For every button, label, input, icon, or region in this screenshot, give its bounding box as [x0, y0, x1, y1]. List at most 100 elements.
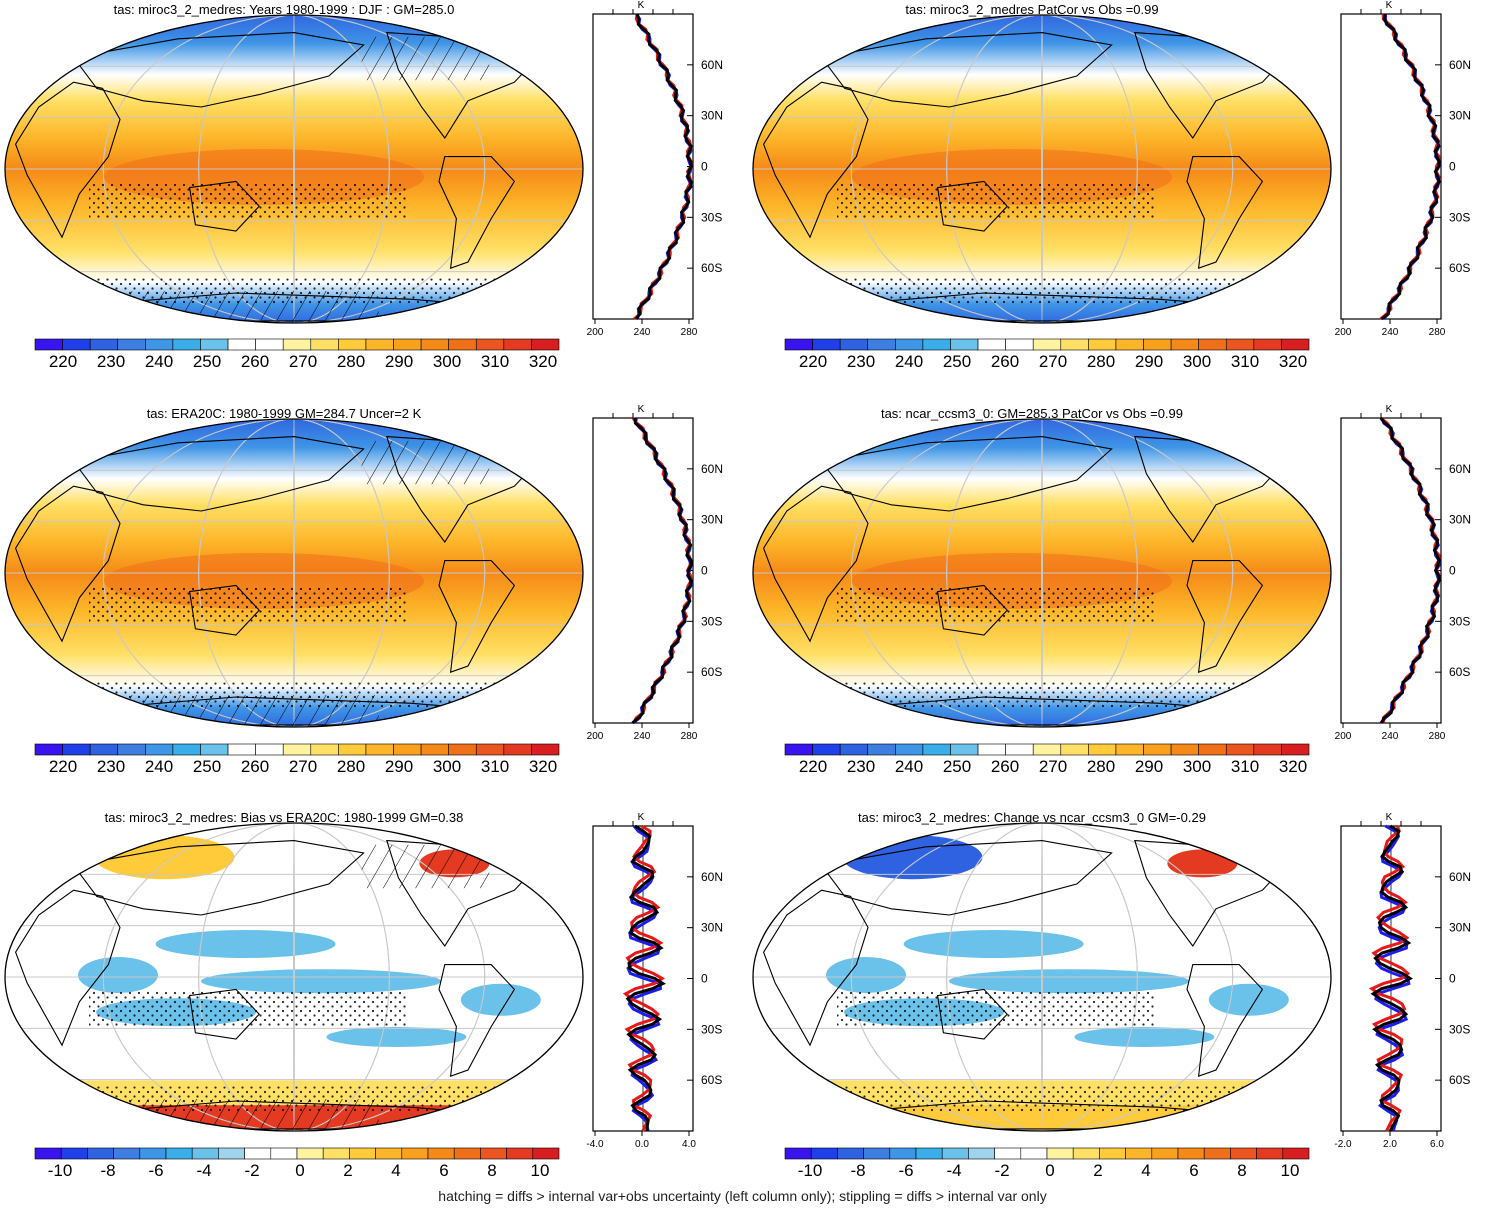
colorbar — [784, 338, 1310, 351]
world-map — [4, 14, 584, 324]
colorbar-tick-label: 270 — [288, 352, 318, 371]
profile-lat-tick: 60N — [701, 462, 723, 476]
profile-lat-tick: 60S — [701, 261, 722, 275]
panel-title: tas: ncar_ccsm3_0: GM=285.3 PatCor vs Ob… — [880, 406, 1184, 421]
profile-x-tick: 200 — [1335, 327, 1352, 338]
profile-lat-tick: 60N — [1449, 462, 1471, 476]
colorbar-tick-label: 260 — [240, 757, 270, 776]
zonal-mean-profile: K 60N 30N 0 30S 60S -4.0 0.0 4.0 — [586, 812, 723, 1150]
profile-lat-tick: 30N — [1449, 921, 1471, 935]
profile-x-tick: 240 — [634, 327, 651, 338]
colorbar-tick-label: 8 — [1237, 1161, 1247, 1180]
colorbar-tick-label: 320 — [528, 757, 558, 776]
profile-x-tick: 280 — [1429, 731, 1446, 742]
colorbar-tick-label: -10 — [47, 1161, 73, 1180]
profile-lat-tick: 30N — [701, 921, 723, 935]
colorbar-tick-label: 240 — [894, 757, 924, 776]
colorbar — [784, 1147, 1310, 1160]
colorbar-tick-label: -2 — [994, 1161, 1010, 1180]
zonal-mean-profile: K 60N 30N 0 30S 60S 200 240 280 — [587, 404, 723, 742]
colorbar-tick-label: 300 — [1182, 757, 1212, 776]
profile-lat-tick: 0 — [701, 160, 708, 174]
colorbar-tick-label: 10 — [530, 1161, 550, 1180]
profile-x-tick: 240 — [1382, 327, 1399, 338]
colorbar-tick-label: 230 — [96, 352, 126, 371]
profile-line-red — [633, 13, 693, 321]
world-map — [752, 14, 1332, 324]
colorbar-tick-label: 230 — [846, 352, 876, 371]
colorbar-tick-label: 280 — [1086, 757, 1116, 776]
profile-line-blue — [635, 13, 693, 320]
zonal-mean-profile: K 60N 30N 0 30S 60S 200 240 280 — [1335, 0, 1471, 338]
colorbar-tick-label: 310 — [1230, 352, 1260, 371]
colorbar-tick-label: -8 — [850, 1161, 866, 1180]
profile-lat-tick: 30N — [701, 513, 723, 527]
world-map — [4, 418, 584, 728]
profile-line-red — [622, 824, 666, 1132]
colorbar-tick-label: 290 — [1134, 757, 1164, 776]
profile-unit-label: K — [638, 812, 645, 823]
colorbar-tick-label: 250 — [942, 757, 972, 776]
colorbar — [34, 338, 560, 351]
profile-lat-tick: 60N — [701, 870, 723, 884]
colorbar-tick-label: 230 — [96, 757, 126, 776]
colorbar-tick-label: 320 — [1278, 757, 1308, 776]
colorbar-tick-label: 290 — [384, 352, 414, 371]
profile-unit-label: K — [1386, 404, 1393, 415]
profile-line-black — [1380, 13, 1441, 321]
zonal-mean-profile: K 60N 30N 0 30S 60S -2.0 2.0 6.0 — [1334, 812, 1471, 1150]
colorbar — [34, 743, 560, 756]
panel-title: tas: miroc3_2_medres: Years 1980-1999 : … — [113, 2, 455, 17]
profile-line-black — [634, 13, 693, 320]
colorbar — [784, 743, 1310, 756]
colorbar-tick-label: 4 — [1141, 1161, 1151, 1180]
colorbar — [34, 1147, 560, 1160]
colorbar-tick-label: -10 — [797, 1161, 823, 1180]
colorbar-tick-label: 290 — [1134, 352, 1164, 371]
colorbar-tick-label: 220 — [798, 352, 828, 371]
profile-lat-tick: 30S — [1449, 614, 1470, 628]
colorbar-tick-label: 270 — [1038, 757, 1068, 776]
profile-lat-tick: 60S — [701, 665, 722, 679]
profile-x-tick: 6.0 — [1430, 1139, 1444, 1150]
profile-x-tick: 280 — [681, 327, 698, 338]
zonal-mean-profile: K 60N 30N 0 30S 60S 200 240 280 — [587, 0, 723, 338]
profile-lat-tick: 30S — [1449, 210, 1470, 224]
profile-lat-tick: 30N — [1449, 109, 1471, 123]
colorbar-tick-label: 2 — [343, 1161, 353, 1180]
profile-lat-tick: 0 — [1449, 564, 1456, 578]
colorbar-tick-label: 8 — [487, 1161, 497, 1180]
profile-unit-label: K — [1386, 0, 1393, 11]
colorbar-tick-label: 0 — [295, 1161, 305, 1180]
panel-title: tas: miroc3_2_medres: Bias vs ERA20C: 19… — [104, 810, 464, 825]
colorbar-tick-label: 220 — [48, 757, 78, 776]
panel-title: tas: ERA20C: 1980-1999 GM=284.7 Uncer=2 … — [146, 406, 422, 421]
colorbar-tick-label: 280 — [336, 352, 366, 371]
colorbar-tick-label: 280 — [1086, 352, 1116, 371]
panel-title: tas: miroc3_2_medres: Change vs ncar_ccs… — [858, 810, 1206, 825]
colorbar-tick-label: 10 — [1280, 1161, 1300, 1180]
colorbar-tick-label: -6 — [148, 1161, 164, 1180]
profile-lat-tick: 60S — [1449, 1073, 1470, 1087]
profile-lat-tick: 60N — [1449, 870, 1471, 884]
figure-footer-note: hatching = diffs > internal var+obs unce… — [438, 1188, 1047, 1204]
world-map — [752, 822, 1332, 1132]
world-map — [4, 822, 584, 1132]
profile-unit-label: K — [1386, 812, 1393, 823]
colorbar-tick-label: 240 — [894, 352, 924, 371]
profile-unit-label: K — [638, 0, 645, 11]
profile-lat-tick: 30S — [701, 210, 722, 224]
colorbar-tick-label: 280 — [336, 757, 366, 776]
profile-x-tick: 280 — [681, 731, 698, 742]
colorbar-tick-label: 4 — [391, 1161, 401, 1180]
profile-lat-tick: 60N — [701, 58, 723, 72]
colorbar-tick-label: 240 — [144, 352, 174, 371]
profile-lat-tick: 30N — [1449, 513, 1471, 527]
colorbar-tick-label: -4 — [946, 1161, 962, 1180]
profile-lat-tick: 30S — [701, 614, 722, 628]
colorbar-tick-label: 250 — [192, 352, 222, 371]
profile-lat-tick: 60N — [1449, 58, 1471, 72]
colorbar-tick-label: 6 — [439, 1161, 449, 1180]
colorbar-tick-label: 300 — [432, 352, 462, 371]
profile-lat-tick: 0 — [1449, 972, 1456, 986]
